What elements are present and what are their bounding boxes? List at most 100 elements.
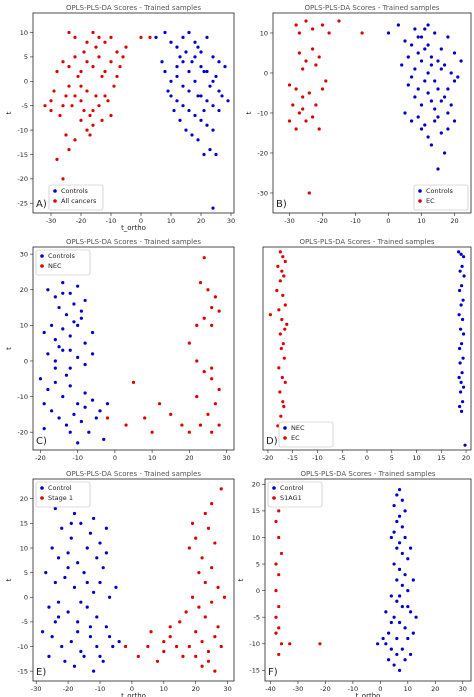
data-point (400, 525, 404, 529)
data-point (181, 60, 185, 64)
data-point (61, 60, 65, 64)
data-point (95, 556, 99, 560)
data-point (42, 402, 46, 406)
data-point (43, 104, 47, 108)
data-point (297, 111, 301, 115)
data-point (83, 341, 87, 345)
data-point (60, 644, 64, 649)
data-point (210, 305, 214, 310)
data-point (88, 133, 92, 137)
data-point (85, 580, 89, 585)
data-point (217, 108, 221, 113)
x-axis-label: t_ortho (121, 692, 146, 697)
data-point (411, 578, 415, 582)
data-point (283, 327, 287, 331)
data-point (446, 35, 450, 39)
data-point (196, 138, 200, 142)
data-point (433, 119, 437, 123)
data-point (456, 75, 460, 79)
legend-box (278, 421, 334, 448)
data-point (190, 60, 194, 64)
data-point (458, 346, 462, 351)
panel-label: E) (36, 667, 46, 678)
data-point (115, 74, 119, 79)
legend-label: S1AG1 (280, 494, 302, 502)
data-point (49, 99, 53, 103)
data-point (72, 320, 76, 324)
data-point (76, 441, 80, 445)
data-point (100, 74, 104, 79)
data-point (288, 642, 292, 646)
data-point (459, 327, 463, 331)
x-tick-label: 5 (390, 454, 394, 462)
data-point (392, 562, 396, 566)
data-point (403, 39, 407, 43)
plot-frame (272, 12, 472, 214)
data-point (337, 19, 341, 23)
data-point (56, 615, 61, 619)
x-tick-label: -10 (312, 454, 323, 462)
data-point (461, 255, 466, 259)
x-tick-label: 20 (185, 454, 193, 462)
data-point (98, 654, 102, 658)
data-point (213, 402, 217, 406)
data-point (413, 95, 417, 99)
data-point (462, 274, 466, 278)
data-point (210, 600, 214, 604)
data-point (61, 394, 65, 399)
data-point (277, 604, 281, 609)
data-point (395, 519, 399, 524)
data-point (98, 409, 102, 413)
data-point (109, 60, 113, 64)
plot-frame (32, 12, 235, 214)
data-point (283, 380, 287, 384)
data-point (97, 35, 101, 39)
legend-label: EC (291, 434, 300, 442)
data-point (213, 669, 217, 673)
data-point (220, 94, 224, 98)
data-point (199, 65, 203, 69)
y-tick-label: 5 (24, 53, 28, 61)
data-point (458, 361, 462, 365)
data-point (154, 35, 158, 39)
data-point (73, 35, 77, 39)
data-point (178, 55, 182, 59)
data-point (408, 652, 413, 657)
data-point (202, 108, 206, 113)
data-point (101, 566, 105, 570)
data-point (95, 615, 99, 619)
data-point (76, 630, 80, 634)
data-point (426, 71, 430, 75)
data-point (91, 30, 95, 35)
legend-label: NEC (48, 262, 62, 270)
y-tick-label: -10 (17, 126, 28, 134)
data-point (208, 84, 212, 88)
data-point (318, 642, 322, 646)
data-point (109, 35, 113, 39)
data-point (92, 590, 96, 594)
data-point (187, 430, 191, 434)
data-point (46, 352, 50, 356)
y-tick-label: -20 (17, 428, 28, 436)
x-tick-label: -5 (339, 454, 345, 462)
data-point (446, 87, 450, 91)
x-tick-label: 0 (378, 685, 382, 693)
data-point (416, 87, 420, 91)
data-point (206, 412, 210, 416)
data-point (88, 635, 93, 639)
data-point (194, 536, 198, 540)
data-point (304, 19, 308, 23)
data-point (389, 647, 393, 651)
data-point (203, 615, 207, 619)
data-point (107, 595, 112, 599)
x-tick-label: 10 (160, 685, 168, 693)
data-point (79, 419, 83, 424)
data-point (304, 59, 308, 63)
data-point (217, 387, 221, 392)
legend-marker (272, 486, 276, 490)
data-point (460, 317, 465, 322)
data-point (419, 35, 424, 39)
data-point (419, 59, 424, 63)
data-point (202, 152, 206, 157)
data-point (461, 332, 466, 336)
